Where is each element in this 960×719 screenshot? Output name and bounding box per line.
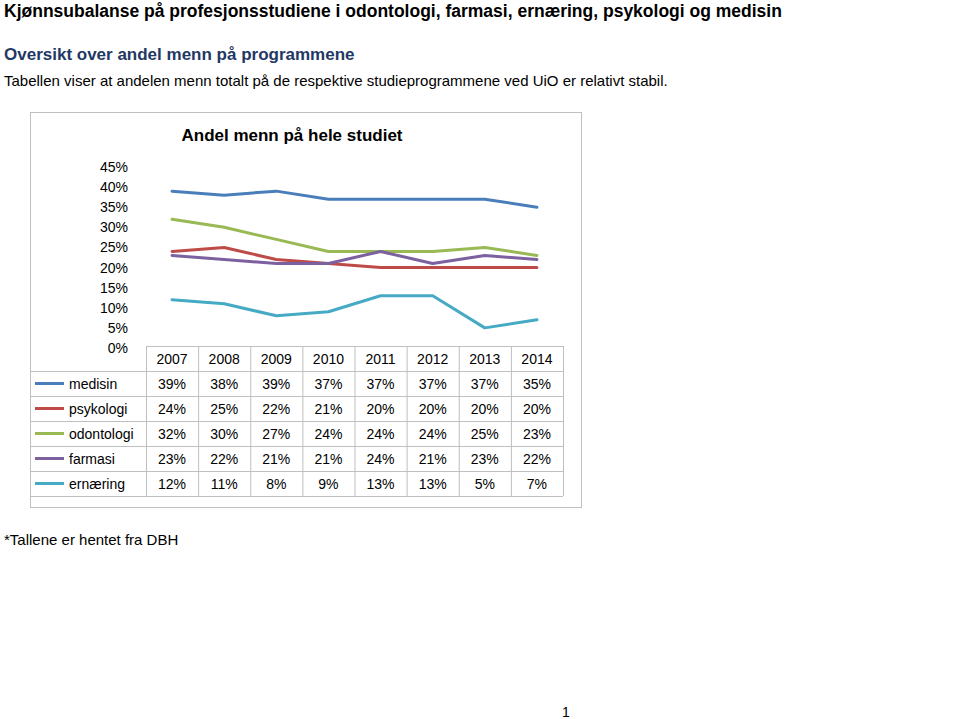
table-value: 21% (314, 451, 342, 467)
table-value: 22% (210, 451, 238, 467)
table-border (30, 471, 563, 472)
table-value: 23% (158, 451, 186, 467)
table-value: 27% (262, 426, 290, 442)
table-value: 38% (210, 376, 238, 392)
table-value: 24% (367, 426, 395, 442)
page-title: Kjønnsubalanse på profesjonsstudiene i o… (4, 1, 782, 21)
table-value: 12% (158, 476, 186, 492)
table-value: 23% (471, 451, 499, 467)
x-tick-label: 2012 (417, 351, 448, 367)
table-value: 20% (367, 401, 395, 417)
legend-label: psykologi (69, 401, 127, 417)
table-value: 37% (419, 376, 447, 392)
table-value: 20% (471, 401, 499, 417)
series-line (172, 251, 537, 263)
x-tick-label: 2007 (156, 351, 187, 367)
table-value: 20% (523, 401, 551, 417)
page-number: 1 (562, 704, 570, 719)
page: Kjønnsubalanse på profesjonsstudiene i o… (0, 0, 960, 719)
table-value: 24% (158, 401, 186, 417)
legend-swatch (35, 482, 64, 485)
x-tick-label: 2013 (469, 351, 500, 367)
table-value: 9% (318, 476, 338, 492)
chart-frame (31, 113, 582, 508)
table-border (563, 346, 564, 496)
legend-label: odontologi (69, 426, 134, 442)
legend-swatch (35, 407, 64, 410)
chart-title: Andel menn på hele studiet (181, 126, 402, 145)
legend-swatch (35, 457, 64, 460)
table-value: 30% (210, 426, 238, 442)
y-tick-label: 20% (100, 260, 128, 276)
table-border (511, 346, 512, 496)
table-border (30, 371, 31, 496)
legend-label: medisin (69, 376, 117, 392)
footnote: *Tallene er hentet fra DBH (4, 531, 178, 548)
table-border (30, 496, 563, 497)
table-value: 25% (471, 426, 499, 442)
table-value: 22% (262, 401, 290, 417)
legend-label: ernæring (69, 476, 125, 492)
legend-swatch (35, 382, 64, 385)
table-border (355, 346, 356, 496)
y-tick-label: 10% (100, 300, 128, 316)
legend-swatch (35, 432, 64, 435)
y-tick-label: 5% (108, 320, 128, 336)
series-line (172, 219, 537, 255)
series-line (172, 296, 537, 328)
table-value: 37% (314, 376, 342, 392)
intro-text: Tabellen viser at andelen menn totalt på… (4, 72, 668, 89)
y-tick-label: 45% (100, 159, 128, 175)
table-value: 13% (419, 476, 447, 492)
table-border (459, 346, 460, 496)
table-value: 8% (266, 476, 286, 492)
table-border (30, 371, 563, 372)
x-tick-label: 2014 (521, 351, 552, 367)
table-value: 21% (314, 401, 342, 417)
table-value: 22% (523, 451, 551, 467)
table-value: 32% (158, 426, 186, 442)
table-border (250, 346, 251, 496)
table-border (30, 446, 563, 447)
table-value: 25% (210, 401, 238, 417)
legend-label: farmasi (69, 451, 115, 467)
lines (172, 191, 537, 328)
table-value: 24% (367, 451, 395, 467)
x-tick-label: 2008 (209, 351, 240, 367)
y-tick-label: 0% (108, 340, 128, 356)
table-value: 21% (262, 451, 290, 467)
y-tick-label: 25% (100, 239, 128, 255)
table-value: 37% (367, 376, 395, 392)
x-tick-label: 2011 (366, 351, 396, 367)
series-line (172, 191, 537, 207)
table-border (30, 396, 563, 397)
table-value: 24% (314, 426, 342, 442)
table-value: 20% (419, 401, 447, 417)
x-tick-label: 2010 (313, 351, 344, 367)
table-border (198, 346, 199, 496)
y-tick-label: 30% (100, 219, 128, 235)
table-value: 13% (367, 476, 395, 492)
y-tick-label: 35% (100, 199, 128, 215)
table-border (302, 346, 303, 496)
table-value: 11% (211, 476, 238, 492)
y-tick-label: 15% (100, 280, 128, 296)
table-value: 21% (419, 451, 447, 467)
table-value: 37% (471, 376, 499, 392)
table-value: 39% (158, 376, 186, 392)
table-value: 5% (475, 476, 495, 492)
table-value: 23% (523, 426, 551, 442)
table-border (407, 346, 408, 496)
table-border (146, 346, 147, 496)
x-tick-label: 2009 (261, 351, 292, 367)
y-tick-label: 40% (100, 179, 128, 195)
table-value: 24% (419, 426, 447, 442)
table-value: 39% (262, 376, 290, 392)
data-table: 2007 2008 2009 2010 2011 2012 2013 2014 medisin 3… (30, 346, 564, 497)
table-value: 35% (523, 376, 551, 392)
table-value: 7% (527, 476, 547, 492)
subtitle: Oversikt over andel menn på programmene (4, 45, 355, 64)
table-border (30, 421, 563, 422)
